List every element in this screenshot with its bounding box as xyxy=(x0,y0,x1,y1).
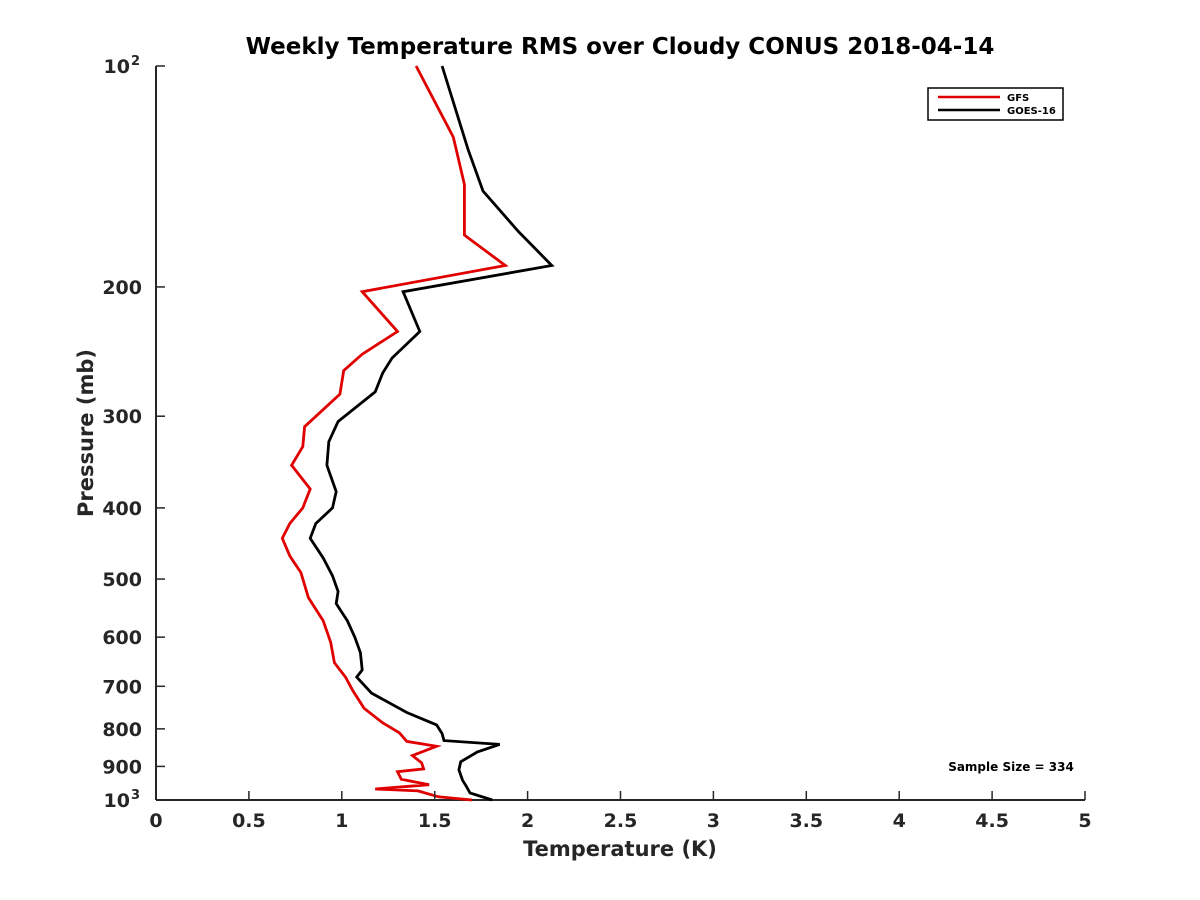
series-lines xyxy=(280,65,555,802)
y-tick-label: 500 xyxy=(102,569,142,591)
legend-label-gfs: GFS xyxy=(1007,93,1029,104)
series-line-goes16 xyxy=(308,65,555,802)
legend: GFS GOES-16 xyxy=(927,87,1064,121)
x-tick-label: 3.5 xyxy=(789,810,823,832)
y-tick-exponent: 3 xyxy=(131,788,140,803)
y-tick-label: 400 xyxy=(102,498,142,520)
x-tick-label: 2.5 xyxy=(604,810,638,832)
chart-title: Weekly Temperature RMS over Cloudy CONUS… xyxy=(246,34,995,60)
x-tick-label: 5 xyxy=(1078,810,1091,832)
series-line-gfs xyxy=(280,65,509,802)
y-tick-label: 10 xyxy=(104,790,130,812)
y-tick-label: 200 xyxy=(102,277,142,299)
x-tick-label: 4.5 xyxy=(975,810,1009,832)
x-tick-label: 1.5 xyxy=(418,810,452,832)
y-tick-label: 700 xyxy=(102,676,142,698)
x-tick-label: 3 xyxy=(707,810,720,832)
y-tick-exponent: 2 xyxy=(131,54,140,69)
y-axis-label: Pressure (mb) xyxy=(74,349,98,517)
y-tick-label: 10 xyxy=(104,56,130,78)
y-tick-label: 300 xyxy=(102,406,142,428)
x-tick-label: 0 xyxy=(149,810,162,832)
y-tick-label: 600 xyxy=(102,627,142,649)
axes xyxy=(155,66,1085,801)
x-tick-label: 4 xyxy=(893,810,906,832)
legend-label-goes16: GOES-16 xyxy=(1007,106,1056,117)
sample-size-annotation: Sample Size = 334 xyxy=(948,760,1074,774)
y-tick-label: 800 xyxy=(102,719,142,741)
x-tick-label: 1 xyxy=(335,810,348,832)
x-tick-label: 2 xyxy=(521,810,534,832)
y-tick-label: 900 xyxy=(102,756,142,778)
x-tick-label: 0.5 xyxy=(232,810,266,832)
x-axis-ticks: 0 0.5 1 1.5 2 2.5 3 3.5 4 4.5 5 xyxy=(149,791,1092,832)
x-axis-label: Temperature (K) xyxy=(523,837,717,861)
legend-box xyxy=(927,87,1064,121)
